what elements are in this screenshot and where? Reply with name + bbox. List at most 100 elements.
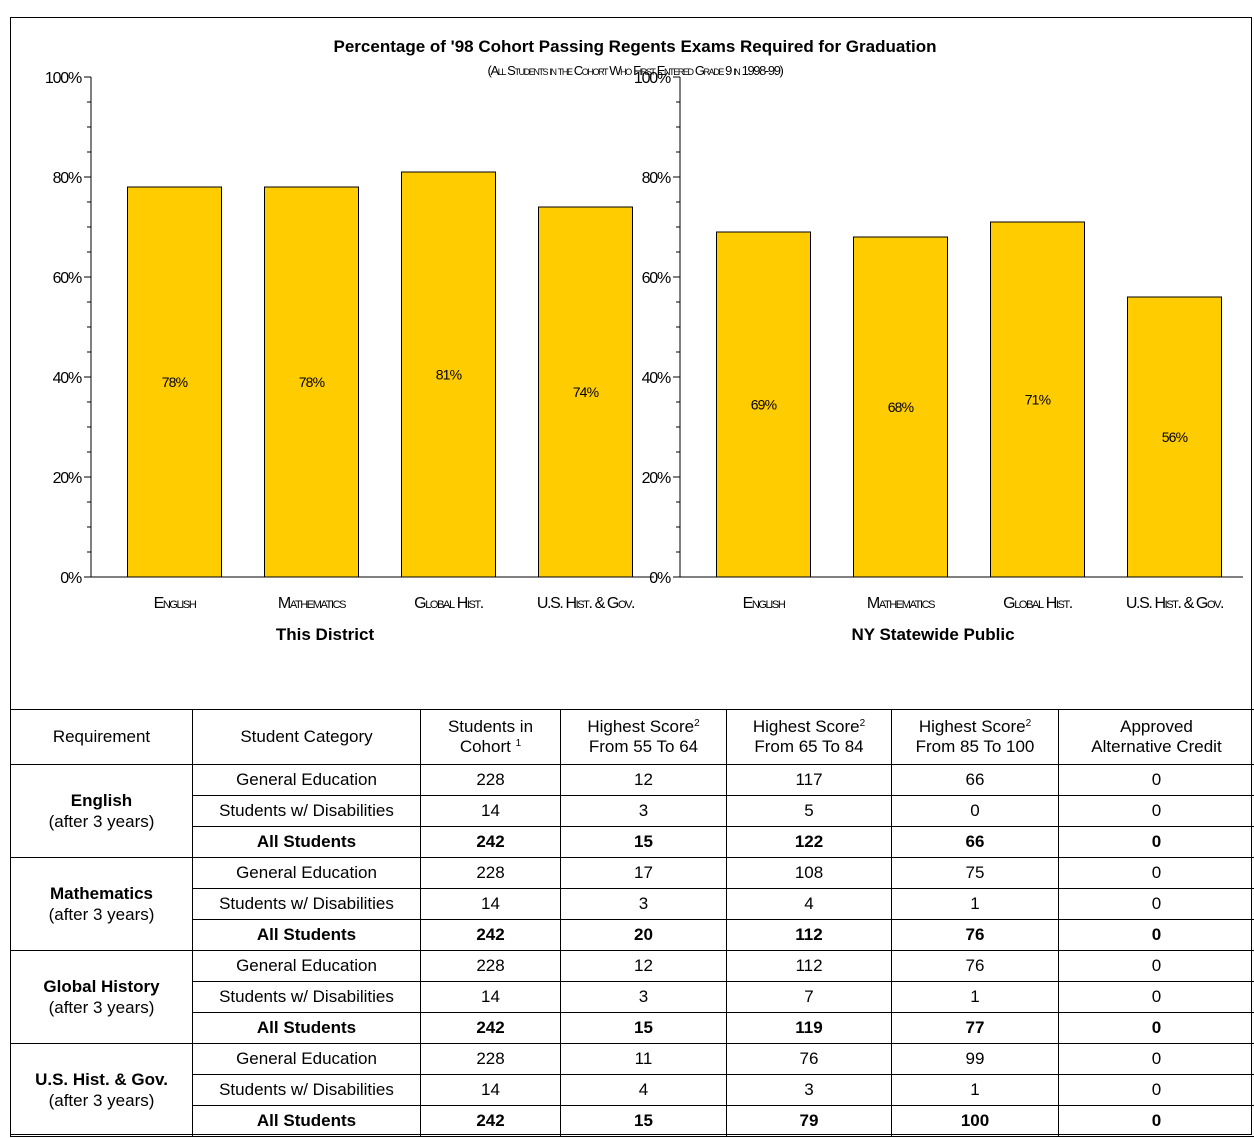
score-65-84-cell: 122 [726,826,892,858]
table-row: Students w/ Disabilities 14 3 4 1 0 [11,888,1254,920]
requirement-name: Global History [43,977,160,996]
header-score-85-100: Highest Score2 From 85 To 100 [891,709,1059,765]
header-student-category: Student Category [192,709,421,765]
panel-1-bar-3 [401,171,496,578]
header-score-85-line1: Highest Score [918,717,1026,736]
score-55-64-cell: 15 [560,1012,727,1044]
panel-2-y-tick-label: 100% [634,70,671,87]
students-in-cohort-cell: 14 [420,795,561,827]
score-65-84-cell: 76 [726,1043,892,1075]
alternative-credit-cell: 0 [1058,1043,1254,1075]
alternative-credit-cell: 0 [1058,1074,1254,1106]
header-score-55-line2: From 55 To 64 [588,737,699,756]
panel-2-category-label-2: Mathematics [867,595,935,612]
footnote-2-marker: 2 [1025,718,1032,729]
students-in-cohort-cell: 228 [420,1043,561,1075]
student-category-cell: Students w/ Disabilities [192,795,421,827]
table-row: Students w/ Disabilities 14 4 3 1 0 [11,1074,1254,1106]
requirement-period: (after 3 years) [48,998,155,1017]
panel-1-y-tick-label: 40% [53,370,82,387]
alternative-credit-cell: 0 [1058,950,1254,982]
panel-1-category-label-3: Global Hist. [414,595,483,612]
footnote-2-marker: 2 [694,718,700,729]
header-score-65-line2: From 65 To 84 [754,737,864,756]
student-category-cell: General Education [192,1043,421,1075]
score-65-84-cell: 119 [726,1012,892,1044]
panel-1-bar-1 [127,186,222,578]
students-in-cohort-cell: 242 [420,826,561,858]
panel-2-y-tick-label: 60% [642,270,671,287]
student-category-cell: General Education [192,764,421,796]
students-in-cohort-cell: 228 [420,764,561,796]
score-85-100-cell: 75 [891,857,1059,889]
table-row: Students w/ Disabilities 14 3 5 0 0 [11,795,1254,827]
requirement-name: English [70,791,133,810]
header-requirement: Requirement [10,709,193,765]
header-cohort-line1: Students in [447,717,534,736]
student-category-cell: All Students [192,919,421,951]
students-in-cohort-cell: 228 [420,950,561,982]
table-row: All Students 242 15 122 66 0 [11,826,1254,858]
score-65-84-cell: 112 [726,950,892,982]
panel-2-x-axis-title: NY Statewide Public [851,625,1014,644]
table-row: All Students 242 20 112 76 0 [11,919,1254,951]
panel-1-data-label-4: 74% [573,384,599,400]
table-row: All Students 242 15 119 77 0 [11,1012,1254,1044]
students-in-cohort-cell: 242 [420,1012,561,1044]
panel-2-bar-4 [1127,296,1222,578]
header-score-55-64: Highest Score2 From 55 To 64 [560,709,727,765]
panel-2-bar-3 [990,221,1085,578]
score-85-100-cell: 66 [891,764,1059,796]
student-category-cell: All Students [192,1105,421,1137]
score-85-100-cell: 77 [891,1012,1059,1044]
score-85-100-cell: 76 [891,950,1059,982]
score-55-64-cell: 17 [560,857,727,889]
requirement-name: Mathematics [50,884,153,903]
panel-2-bar-1 [716,231,811,578]
score-85-100-cell: 99 [891,1043,1059,1075]
requirement-period: (after 3 years) [48,1091,155,1110]
students-in-cohort-cell: 14 [420,888,561,920]
student-category-cell: General Education [192,950,421,982]
score-55-64-cell: 3 [560,795,727,827]
requirement-name: U.S. Hist. & Gov. [35,1070,168,1089]
score-85-100-cell: 76 [891,919,1059,951]
panel-2-category-label-4: U.S. Hist. & Gov. [1126,595,1223,612]
score-65-84-cell: 4 [726,888,892,920]
score-65-84-cell: 108 [726,857,892,889]
table-row: U.S. Hist. & Gov. (after 3 years) General … [10,1043,1254,1137]
requirement-cell: Global History (after 3 years) [10,950,193,1044]
alternative-credit-cell: 0 [1058,795,1254,827]
score-55-64-cell: 4 [560,1074,727,1106]
score-85-100-cell: 100 [891,1105,1059,1137]
score-65-84-cell: 79 [726,1105,892,1137]
score-55-64-cell: 3 [560,981,727,1013]
panel-2-data-label-4: 56% [1162,429,1188,445]
chart-title: Percentage of '98 Cohort Passing Regents… [334,37,937,56]
students-in-cohort-cell: 242 [420,919,561,951]
footnote-2-marker: 2 [859,718,866,729]
table-header-row: Requirement Student Category Students in… [10,709,1254,765]
panel-2-y-tick-label: 20% [642,470,671,487]
table-row: English (after 3 years) General Education 2… [10,764,1254,858]
student-category-cell: Students w/ Disabilities [192,981,421,1013]
score-65-84-cell: 5 [726,795,892,827]
score-65-84-cell: 117 [726,764,892,796]
panel-1-bar-4 [538,206,633,578]
student-category-cell: Students w/ Disabilities [192,1074,421,1106]
table-row: Students w/ Disabilities 14 3 7 1 0 [11,981,1254,1013]
alternative-credit-cell: 0 [1058,764,1254,796]
score-55-64-cell: 20 [560,919,727,951]
table-row: All Students 242 15 79 100 0 [11,1105,1254,1137]
alternative-credit-cell: 0 [1058,1105,1254,1137]
students-in-cohort-cell: 14 [420,1074,561,1106]
score-55-64-cell: 15 [560,826,727,858]
panel-1-y-tick-label: 80% [53,170,82,187]
score-65-84-cell: 7 [726,981,892,1013]
header-alternative-credit: Approved Alternative Credit [1058,709,1254,765]
panel-1-category-label-2: Mathematics [278,595,346,612]
panel-2-y-tick-label: 80% [642,170,671,187]
student-category-cell: General Education [192,857,421,889]
score-55-64-cell: 11 [560,1043,727,1075]
alternative-credit-cell: 0 [1058,857,1254,889]
